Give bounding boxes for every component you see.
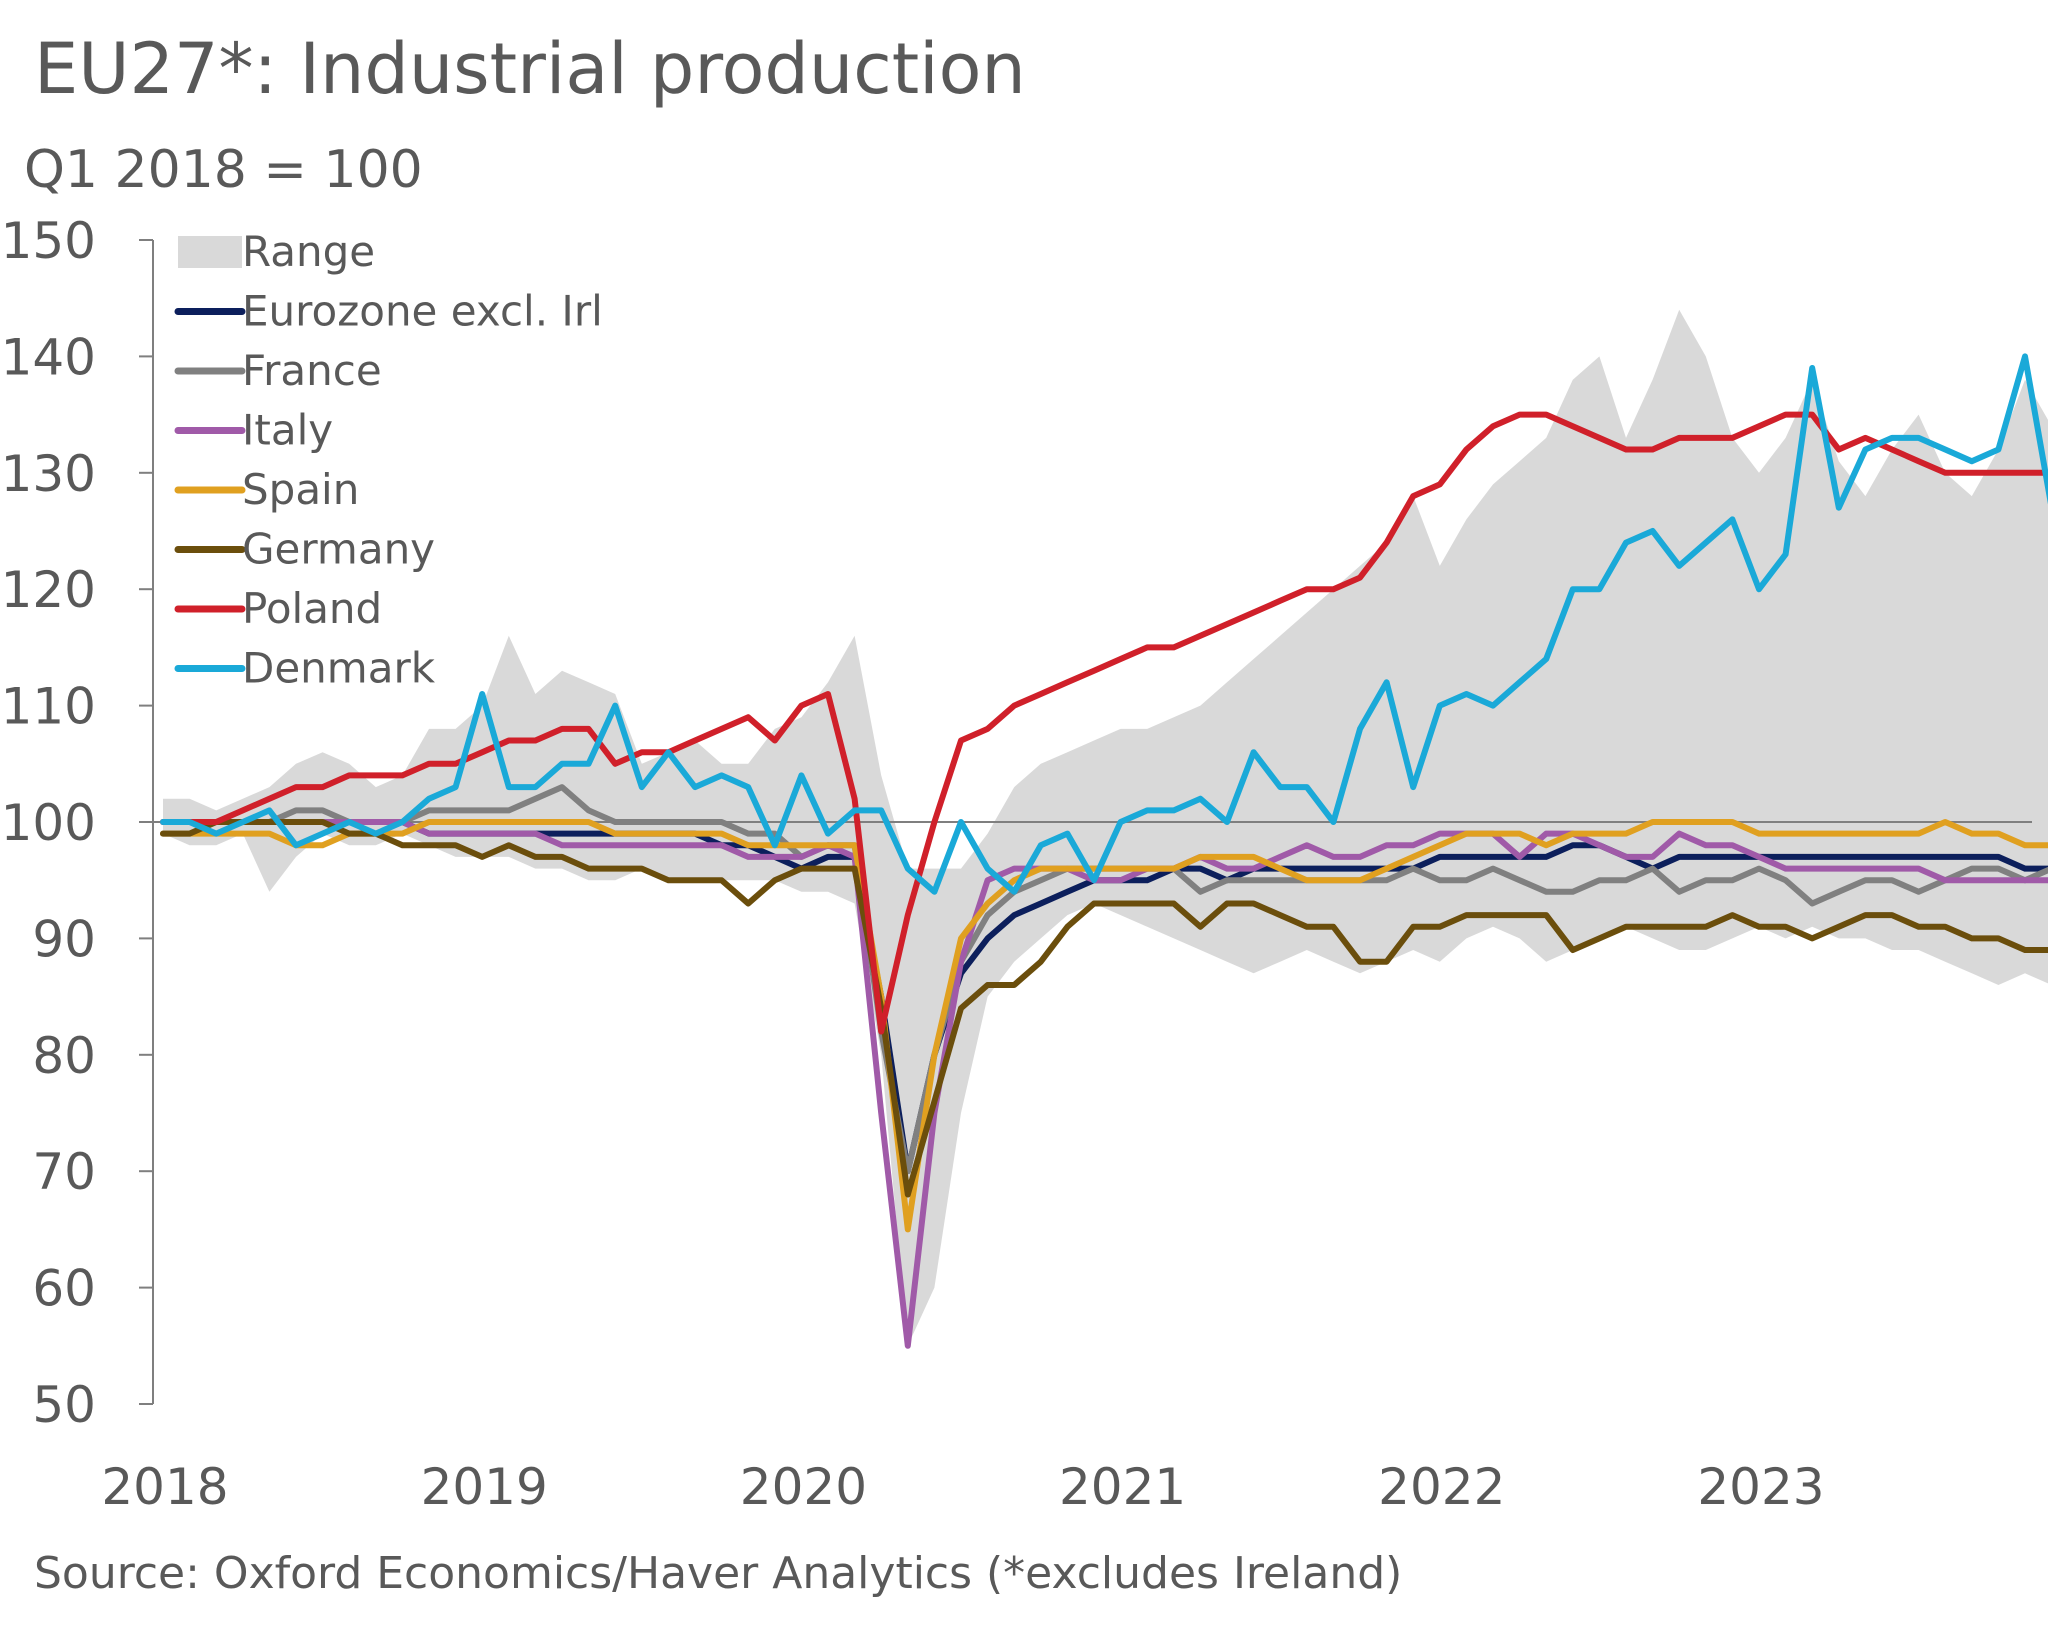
legend-swatch-range xyxy=(178,236,242,268)
series-line-italy xyxy=(160,819,2048,1349)
chart-title: EU27*: Industrial production xyxy=(34,28,1026,110)
legend-label: France xyxy=(242,346,382,395)
x-tick-label: 2023 xyxy=(1697,1458,1824,1516)
series-line-france xyxy=(160,784,2048,1175)
y-tick-label: 140 xyxy=(1,328,96,386)
legend-label: Denmark xyxy=(242,644,436,693)
y-tick-label: 150 xyxy=(1,212,96,270)
legend: Range Eurozone excl. Irl France Italy Spain G… xyxy=(174,227,603,693)
x-tick-label: 2021 xyxy=(1059,1458,1186,1516)
y-axis: 50 60 70 80 90 100 110 120 130 140 150 xyxy=(1,212,154,1434)
legend-label: Range xyxy=(242,227,375,276)
y-tick-label: 80 xyxy=(32,1027,96,1085)
legend-label: Spain xyxy=(242,465,359,514)
x-tick-label: 2022 xyxy=(1378,1458,1505,1516)
range-band-layer xyxy=(163,309,2048,1346)
y-tick-label: 120 xyxy=(1,561,96,619)
series-line-germany xyxy=(160,819,2048,1198)
legend-label: Poland xyxy=(242,584,382,633)
y-tick-label: 50 xyxy=(32,1376,96,1434)
y-tick-label: 100 xyxy=(1,794,96,852)
source-note: Source: Oxford Economics/Haver Analytics… xyxy=(34,1548,1403,1599)
y-tick-label: 110 xyxy=(1,678,96,736)
legend-label: Eurozone excl. Irl xyxy=(242,287,603,336)
x-tick-label: 2020 xyxy=(740,1458,867,1516)
y-tick-label: 90 xyxy=(32,910,96,968)
legend-label: Italy xyxy=(242,406,333,455)
range-band xyxy=(163,309,2048,1346)
chart-subtitle: Q1 2018 = 100 xyxy=(24,140,423,200)
y-tick-label: 130 xyxy=(1,445,96,503)
series-line-poland xyxy=(160,411,2048,1035)
legend-label: Germany xyxy=(242,525,435,574)
x-axis: 2018 2019 2020 2021 2022 2023 xyxy=(101,1458,1824,1516)
y-tick-label: 60 xyxy=(32,1260,96,1318)
series-layer xyxy=(160,353,2048,1349)
x-tick-label: 2019 xyxy=(421,1458,548,1516)
x-tick-label: 2018 xyxy=(101,1458,228,1516)
series-line-denmark xyxy=(160,353,2048,895)
series-line-spain xyxy=(160,819,2048,1233)
line-chart: 50 60 70 80 90 100 110 120 130 140 150 2018 2019 202… xyxy=(1,212,2048,1516)
y-tick-label: 70 xyxy=(32,1143,96,1201)
